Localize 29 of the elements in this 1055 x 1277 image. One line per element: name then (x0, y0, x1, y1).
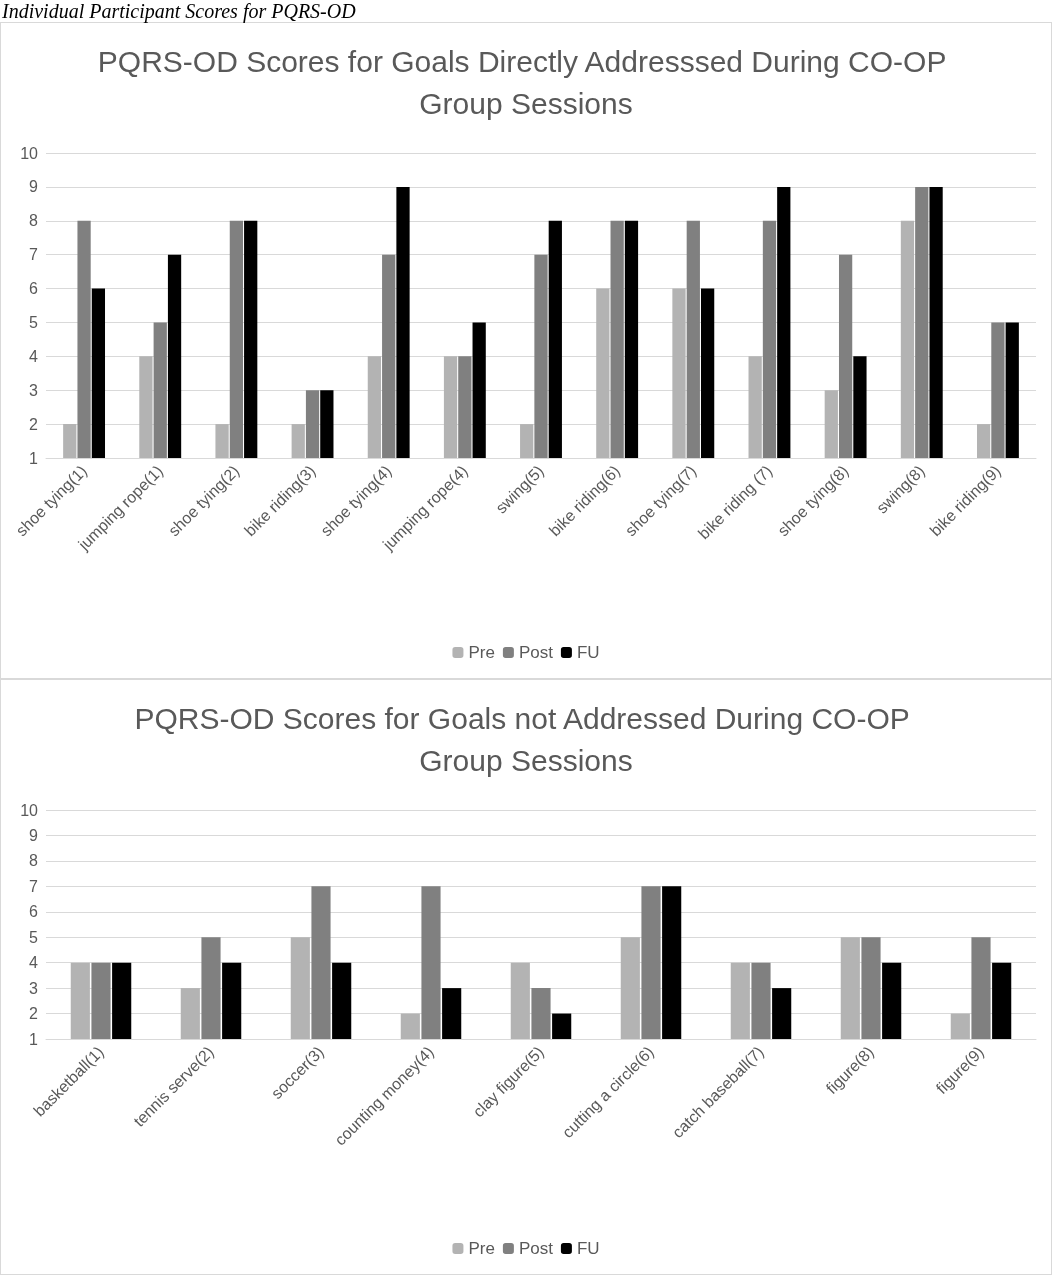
y-tick-label: 4 (29, 954, 39, 972)
y-tick-label: 2 (29, 1005, 39, 1023)
y-tick-label: 7 (29, 877, 39, 895)
y-tick-label: 1 (29, 449, 39, 467)
legend-label: Pre (468, 1239, 495, 1258)
y-tick-label: 6 (29, 280, 39, 298)
chart-title: PQRS-OD Scores for Goals not Addressed During CO-OP Group Sessions (134, 701, 918, 777)
legend-label: Post (518, 643, 554, 662)
y-tick-label: 10 (20, 144, 39, 162)
legend-label: FU (576, 1239, 600, 1258)
y-tick-label: 3 (29, 979, 39, 997)
text: Individual Participant Scores for PQRS-OD (1, 0, 357, 22)
y-tick-label: 4 (29, 347, 39, 365)
y-tick-label: 5 (29, 928, 39, 946)
y-tick-label: 10 (20, 801, 39, 819)
y-tick-label: 9 (29, 826, 39, 844)
legend-label: Post (518, 1239, 554, 1258)
legend-label: Pre (468, 643, 495, 662)
y-tick-label: 2 (29, 415, 39, 433)
y-tick-label: 8 (29, 212, 39, 230)
y-tick-label: 5 (29, 313, 39, 331)
legend-label: FU (576, 643, 600, 662)
y-tick-label: 8 (29, 852, 39, 870)
y-tick-label: 3 (29, 381, 39, 399)
y-tick-label: 6 (29, 903, 39, 921)
chart-title: PQRS-OD Scores for Goals Directly Addresssed During CO-OP Group Sessions (97, 44, 955, 120)
y-tick-label: 9 (29, 178, 39, 196)
y-tick-label: 1 (29, 1030, 39, 1048)
y-tick-label: 7 (29, 246, 39, 264)
